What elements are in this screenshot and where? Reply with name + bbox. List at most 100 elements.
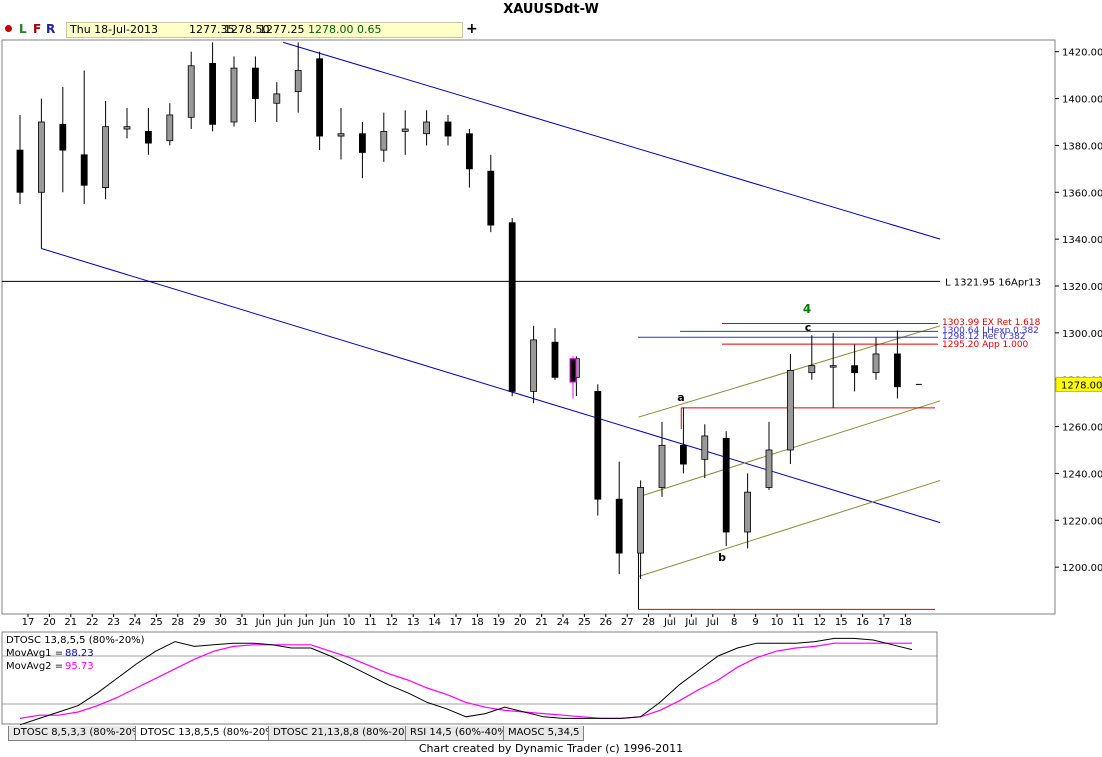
candle-body [658,444,666,488]
wave-label-c: c [805,321,812,334]
level-label-ret: 1298.12 Ret 0.382 [942,332,1026,342]
f-button[interactable]: F [33,22,42,36]
x-tick-label: 28 [642,617,655,628]
candle-body [187,65,195,118]
y-tick-label: 1320.00 [1062,282,1102,293]
info-change: 0.65 [357,23,382,36]
y-tick-label: 1240.00 [1062,469,1102,480]
x-tick-label: 17 [22,617,35,628]
info-open: 1277.35 [189,23,235,36]
movavg2-label: MovAvg2 = [6,661,63,672]
candle-body [808,365,816,374]
candle-body [829,365,837,368]
candle-body [851,365,858,374]
x-tick-label: 31 [236,617,249,628]
x-tick-label: 12 [813,617,826,628]
x-tick-label: 18 [471,617,484,628]
candle-body [337,133,345,137]
wave-label-4: 4 [803,302,811,316]
movavg2-line [19,642,912,720]
level-label-app: 1295.20 App 1.000 [942,340,1029,350]
x-tick-label: 25 [578,617,591,628]
tab-dtosc-8[interactable]: DTOSC 8,5,3,3 (80%-20%) [8,726,151,741]
indicator-tabs: DTOSC 8,5,3,3 (80%-20%) DTOSC 13,8,5,5 (… [0,726,1102,742]
chart-title: XAUUSDdt-W [503,2,599,17]
x-tick-label: 16 [856,617,869,628]
x-tick-label: 11 [792,617,805,628]
movavg1-label: MovAvg1 = [6,648,63,659]
x-tick-label: 26 [599,617,612,628]
x-tick-label: 10 [343,617,356,628]
r-button[interactable]: R [46,22,56,36]
x-tick-label: 20 [514,617,527,628]
channel-upper-line [283,41,941,240]
level-label-ex-ret: 1303.99 EX Ret 1.618 [942,318,1041,328]
x-tick-label: 12 [385,617,398,628]
l-button[interactable]: L [19,22,27,36]
y-tick-label: 1360.00 [1062,188,1102,199]
tab-dtosc-13[interactable]: DTOSC 13,8,5,5 (80%-20%) [135,726,284,741]
info-close: 1278.00 [308,23,354,36]
y-tick-label: 1200.00 [1062,563,1102,574]
candle-body [787,369,794,451]
price-pane-frame [1,39,1056,615]
tab-rsi[interactable]: RSI 14,5 (60%-40%) [405,726,516,741]
x-tick-label: 15 [835,617,848,628]
footer-credit: Chart created by Dynamic Trader (c) 1996… [418,742,684,755]
x-tick-label: 9 [752,617,758,628]
level-label-l: L 1321.95 16Apr13 [945,277,1041,288]
x-tick-label: 19 [492,617,505,628]
candle-body [358,133,366,153]
tab-maosc[interactable]: MAOSC 5,34,5 [503,726,585,741]
x-tick-label: 22 [86,617,99,628]
candle-body [444,121,452,137]
x-tick-label: 17 [878,617,891,628]
candle-body [294,70,302,92]
candle-body [594,391,602,500]
candle-body [230,67,238,123]
x-tick-label: 28 [171,617,184,628]
indicator-name: DTOSC 13,8,5,5 (80%-20%) [6,635,145,646]
channel-lower-line [41,248,941,524]
x-tick-label: Jul [663,617,676,628]
last-price-label: 1278.00 [1061,380,1102,391]
y-tick-label: 1340.00 [1062,235,1102,246]
y-tick-label: 1300.00 [1062,329,1102,340]
x-tick-label: 11 [364,617,377,628]
candle-body [380,130,388,151]
candle-body [680,444,687,465]
candle-body [251,67,259,99]
x-tick-label: 8 [731,617,737,628]
candle-body [487,170,495,226]
add-icon[interactable]: + [466,21,478,37]
x-tick-label: 29 [193,617,206,628]
movavg1-value: 88.23 [65,648,94,659]
record-dot-icon[interactable] [5,25,12,32]
x-tick-label: Jul [684,617,697,628]
x-tick-label: 20 [43,617,56,628]
candle-body [508,222,516,392]
candle-body [551,341,559,378]
x-tick-label: 18 [899,617,912,628]
candle-body [765,449,773,488]
tab-dtosc-21[interactable]: DTOSC 21,13,8,8 (80%-20%) [268,726,423,741]
x-tick-label: Jun [255,617,272,628]
candle-body [615,498,623,554]
candle-body [872,353,880,374]
candle-body [316,58,324,137]
wave-label-b: b [718,551,726,564]
y-tick-label: 1400.00 [1062,95,1102,106]
candle-body [722,437,730,533]
x-tick-label: Jun [276,617,293,628]
candle-body [701,435,709,460]
x-tick-label: 17 [450,617,463,628]
level-label-lhexp: 1300.64 LHexp 0.382 [942,326,1039,336]
candle-body [123,126,131,130]
x-tick-label: 23 [107,617,120,628]
candle-body [59,123,67,151]
highlight-candle-body [569,358,577,383]
last-price-tag [1055,376,1102,392]
x-tick-label: Jun [319,617,336,628]
y-tick-label: 1420.00 [1062,48,1102,59]
